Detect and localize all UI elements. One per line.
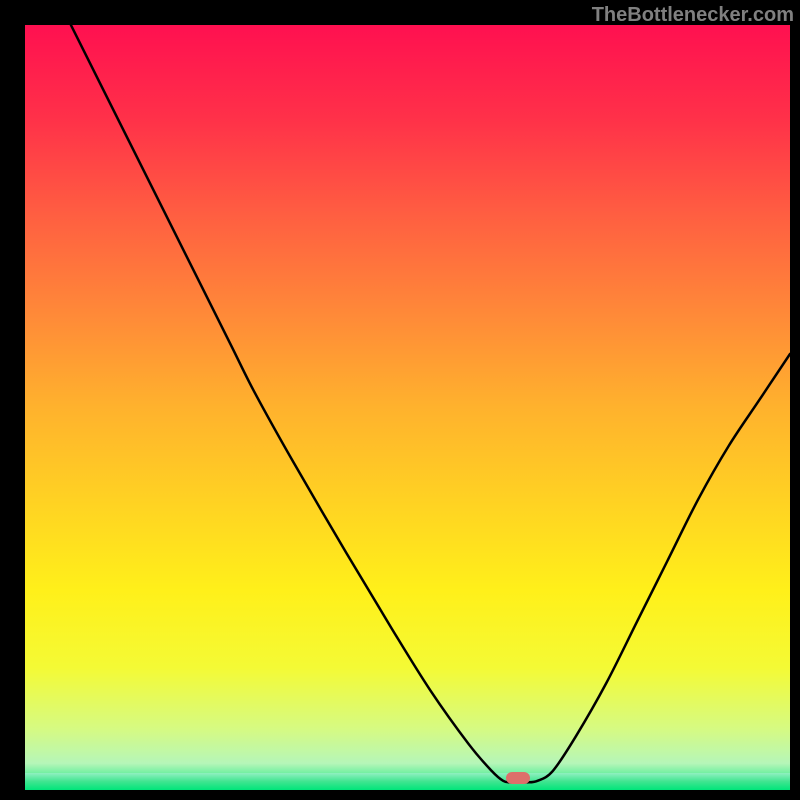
bottleneck-curve-layer <box>25 25 790 790</box>
minimum-marker <box>506 772 530 784</box>
plot-area <box>25 25 790 790</box>
watermark: TheBottlenecker.com <box>592 4 794 27</box>
bottleneck-curve <box>71 25 790 783</box>
chart-canvas: TheBottlenecker.com <box>0 0 800 800</box>
